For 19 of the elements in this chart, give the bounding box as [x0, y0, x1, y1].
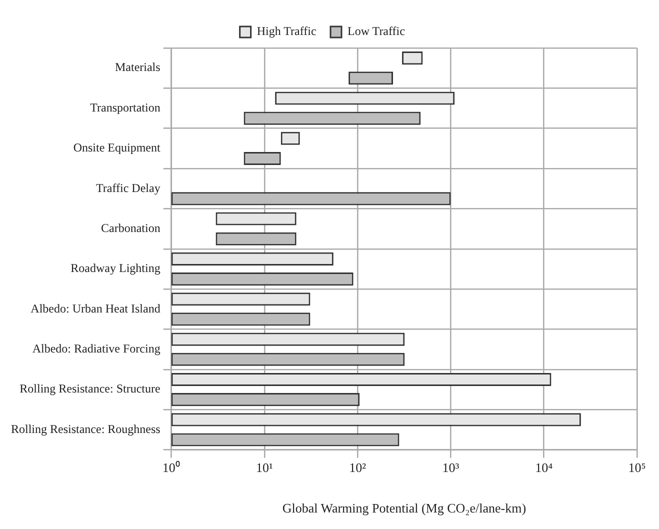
x-tick-label: 10³ — [442, 460, 460, 476]
x-tick-label: 10⁰ — [162, 460, 180, 476]
y-tick-label: Carbonation — [101, 220, 160, 235]
x-tick-label: 10² — [349, 460, 366, 476]
legend-label: Low Traffic — [348, 24, 405, 38]
y-tick-label: Roadway Lighting — [70, 261, 160, 276]
x-tick-label: 10¹ — [256, 460, 274, 476]
legend-label: High Traffic — [256, 24, 316, 38]
y-tick-label: Rolling Resistance: Roughness — [11, 422, 161, 436]
x-axis-title: Global Warming Potential (Mg CO₂e/lane-km) — [282, 500, 526, 516]
y-tick-label: Albedo: Radiative Forcing — [32, 342, 160, 356]
y-tick-label: Transportation — [90, 100, 160, 114]
y-tick-label: Onsite Equipment — [73, 140, 161, 155]
y-tick-label: Rolling Resistance: Structure — [20, 382, 160, 396]
x-tick-label: 10⁵ — [628, 460, 646, 476]
y-tick-label: Traffic Delay — [96, 180, 160, 195]
y-tick-label: Albedo: Urban Heat Island — [30, 301, 160, 316]
x-tick-label: 10⁴ — [535, 460, 554, 476]
y-tick-label: Materials — [115, 60, 161, 74]
